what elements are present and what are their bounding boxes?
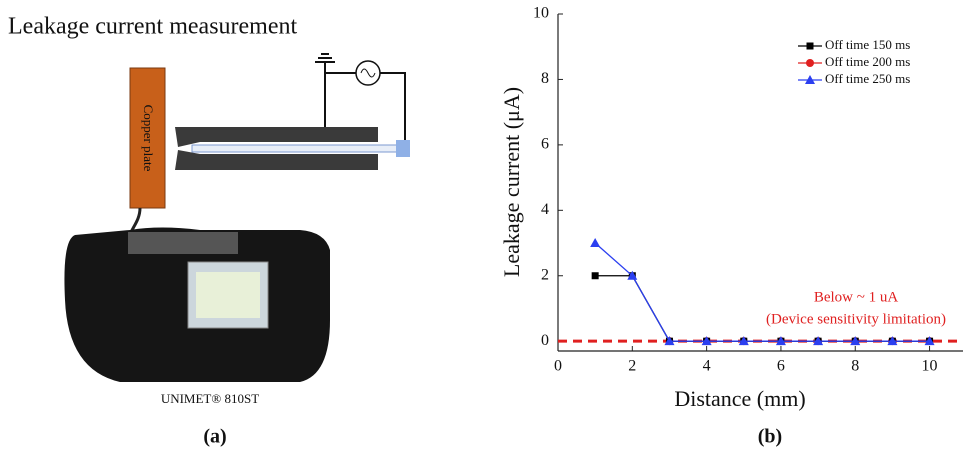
- legend-marker: [806, 59, 814, 67]
- x-tick-label: 4: [703, 358, 711, 375]
- panel-a: Leakage current measurement Copper plate…: [8, 14, 410, 448]
- panel-title: Leakage current measurement: [8, 14, 298, 40]
- electrode-bottom: [175, 150, 378, 170]
- marker: [738, 336, 749, 346]
- device-label: UNIMET® 810ST: [161, 391, 259, 406]
- x-tick-label: 8: [851, 358, 859, 375]
- panel-caption: (a): [203, 426, 226, 448]
- y-tick-label: 6: [541, 136, 549, 153]
- x-axis-label: Distance (mm): [674, 386, 805, 411]
- series-line: [594, 242, 930, 342]
- annotation: (Device sensitivity limitation): [766, 311, 946, 327]
- marker: [590, 238, 601, 248]
- marker: [887, 336, 898, 346]
- y-tick-label: 0: [541, 332, 549, 349]
- marker: [591, 272, 599, 280]
- device-display: [196, 272, 260, 318]
- y-tick-label: 2: [541, 266, 549, 283]
- device-panel: [128, 232, 238, 254]
- panel-caption: (b): [758, 426, 782, 448]
- marker: [813, 336, 824, 346]
- series-line: [595, 275, 930, 342]
- copper-plate: [129, 67, 166, 209]
- y-tick-label: 4: [541, 201, 549, 218]
- marker: [701, 336, 712, 346]
- legend-label: Off time 250 ms: [825, 71, 910, 86]
- x-tick-label: 10: [922, 358, 938, 375]
- electrode-tube: [191, 144, 408, 153]
- x-tick-label: 0: [554, 358, 562, 375]
- marker: [627, 270, 638, 280]
- electrode-top: [175, 127, 378, 147]
- ground-wire: [315, 53, 335, 128]
- legend-label: Off time 150 ms: [825, 37, 910, 52]
- marker: [775, 336, 786, 346]
- x-tick-label: 2: [628, 358, 636, 375]
- x-tick-label: 6: [777, 358, 785, 375]
- legend-marker: [805, 75, 815, 84]
- y-tick-label: 8: [541, 70, 549, 87]
- plate-label: Copper plate: [141, 105, 156, 172]
- legend-label: Off time 200 ms: [825, 54, 910, 69]
- y-axis-label: Leakage current (μA): [499, 87, 524, 277]
- electrode-cap: [396, 140, 410, 157]
- source-wire: [325, 72, 406, 140]
- source-wave: [360, 68, 376, 78]
- annotation: Below ~ 1 uA: [814, 289, 899, 305]
- legend-marker: [806, 42, 814, 50]
- marker: [924, 336, 935, 346]
- marker: [664, 336, 675, 346]
- y-tick-label: 10: [533, 5, 549, 22]
- marker: [850, 336, 861, 346]
